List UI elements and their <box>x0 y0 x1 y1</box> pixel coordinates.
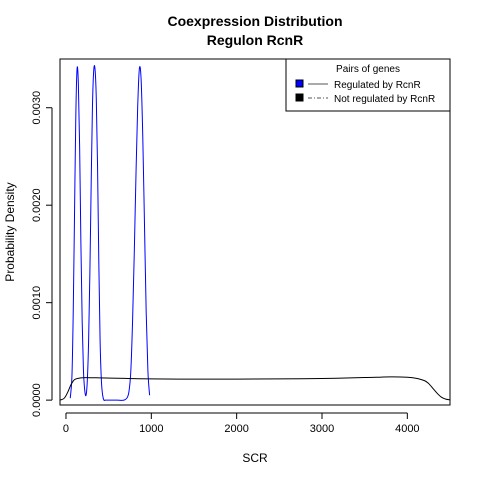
x-tick-label: 2000 <box>224 423 248 435</box>
series-line-regulated <box>69 65 151 401</box>
x-tick-label: 4000 <box>395 423 419 435</box>
plot-frame <box>59 58 451 406</box>
legend-title: Pairs of genes <box>336 64 400 75</box>
y-tick-label: 0.0020 <box>31 188 43 222</box>
y-tick-label: 0.0000 <box>31 383 43 417</box>
legend-swatch-regulated <box>295 79 304 88</box>
x-axis-label: SCR <box>242 451 268 465</box>
y-axis-label: Probability Density <box>3 182 17 281</box>
y-tick-label: 0.0030 <box>31 91 43 125</box>
series-layer <box>59 65 451 401</box>
legend-box <box>285 58 451 112</box>
x-tick-label: 0 <box>63 423 69 435</box>
y-axis: 0.0000 0.0010 0.0020 0.0030 <box>31 91 53 417</box>
x-tick-label: 1000 <box>139 423 163 435</box>
legend-entry-regulated: Regulated by RcnR <box>334 80 421 91</box>
y-tick-label: 0.0010 <box>31 286 43 320</box>
legend: Pairs of genes Regulated by RcnR Not reg… <box>285 58 451 112</box>
legend-swatch-not-regulated <box>295 93 304 102</box>
x-tick-label: 3000 <box>310 423 334 435</box>
chart-subtitle: Regulon RcnR <box>207 32 303 48</box>
legend-entry-not-regulated: Not regulated by RcnR <box>334 94 435 105</box>
x-axis: 0 1000 2000 3000 4000 <box>63 412 420 435</box>
series-line-not-regulated <box>59 376 451 401</box>
chart-title: Coexpression Distribution <box>167 13 342 29</box>
